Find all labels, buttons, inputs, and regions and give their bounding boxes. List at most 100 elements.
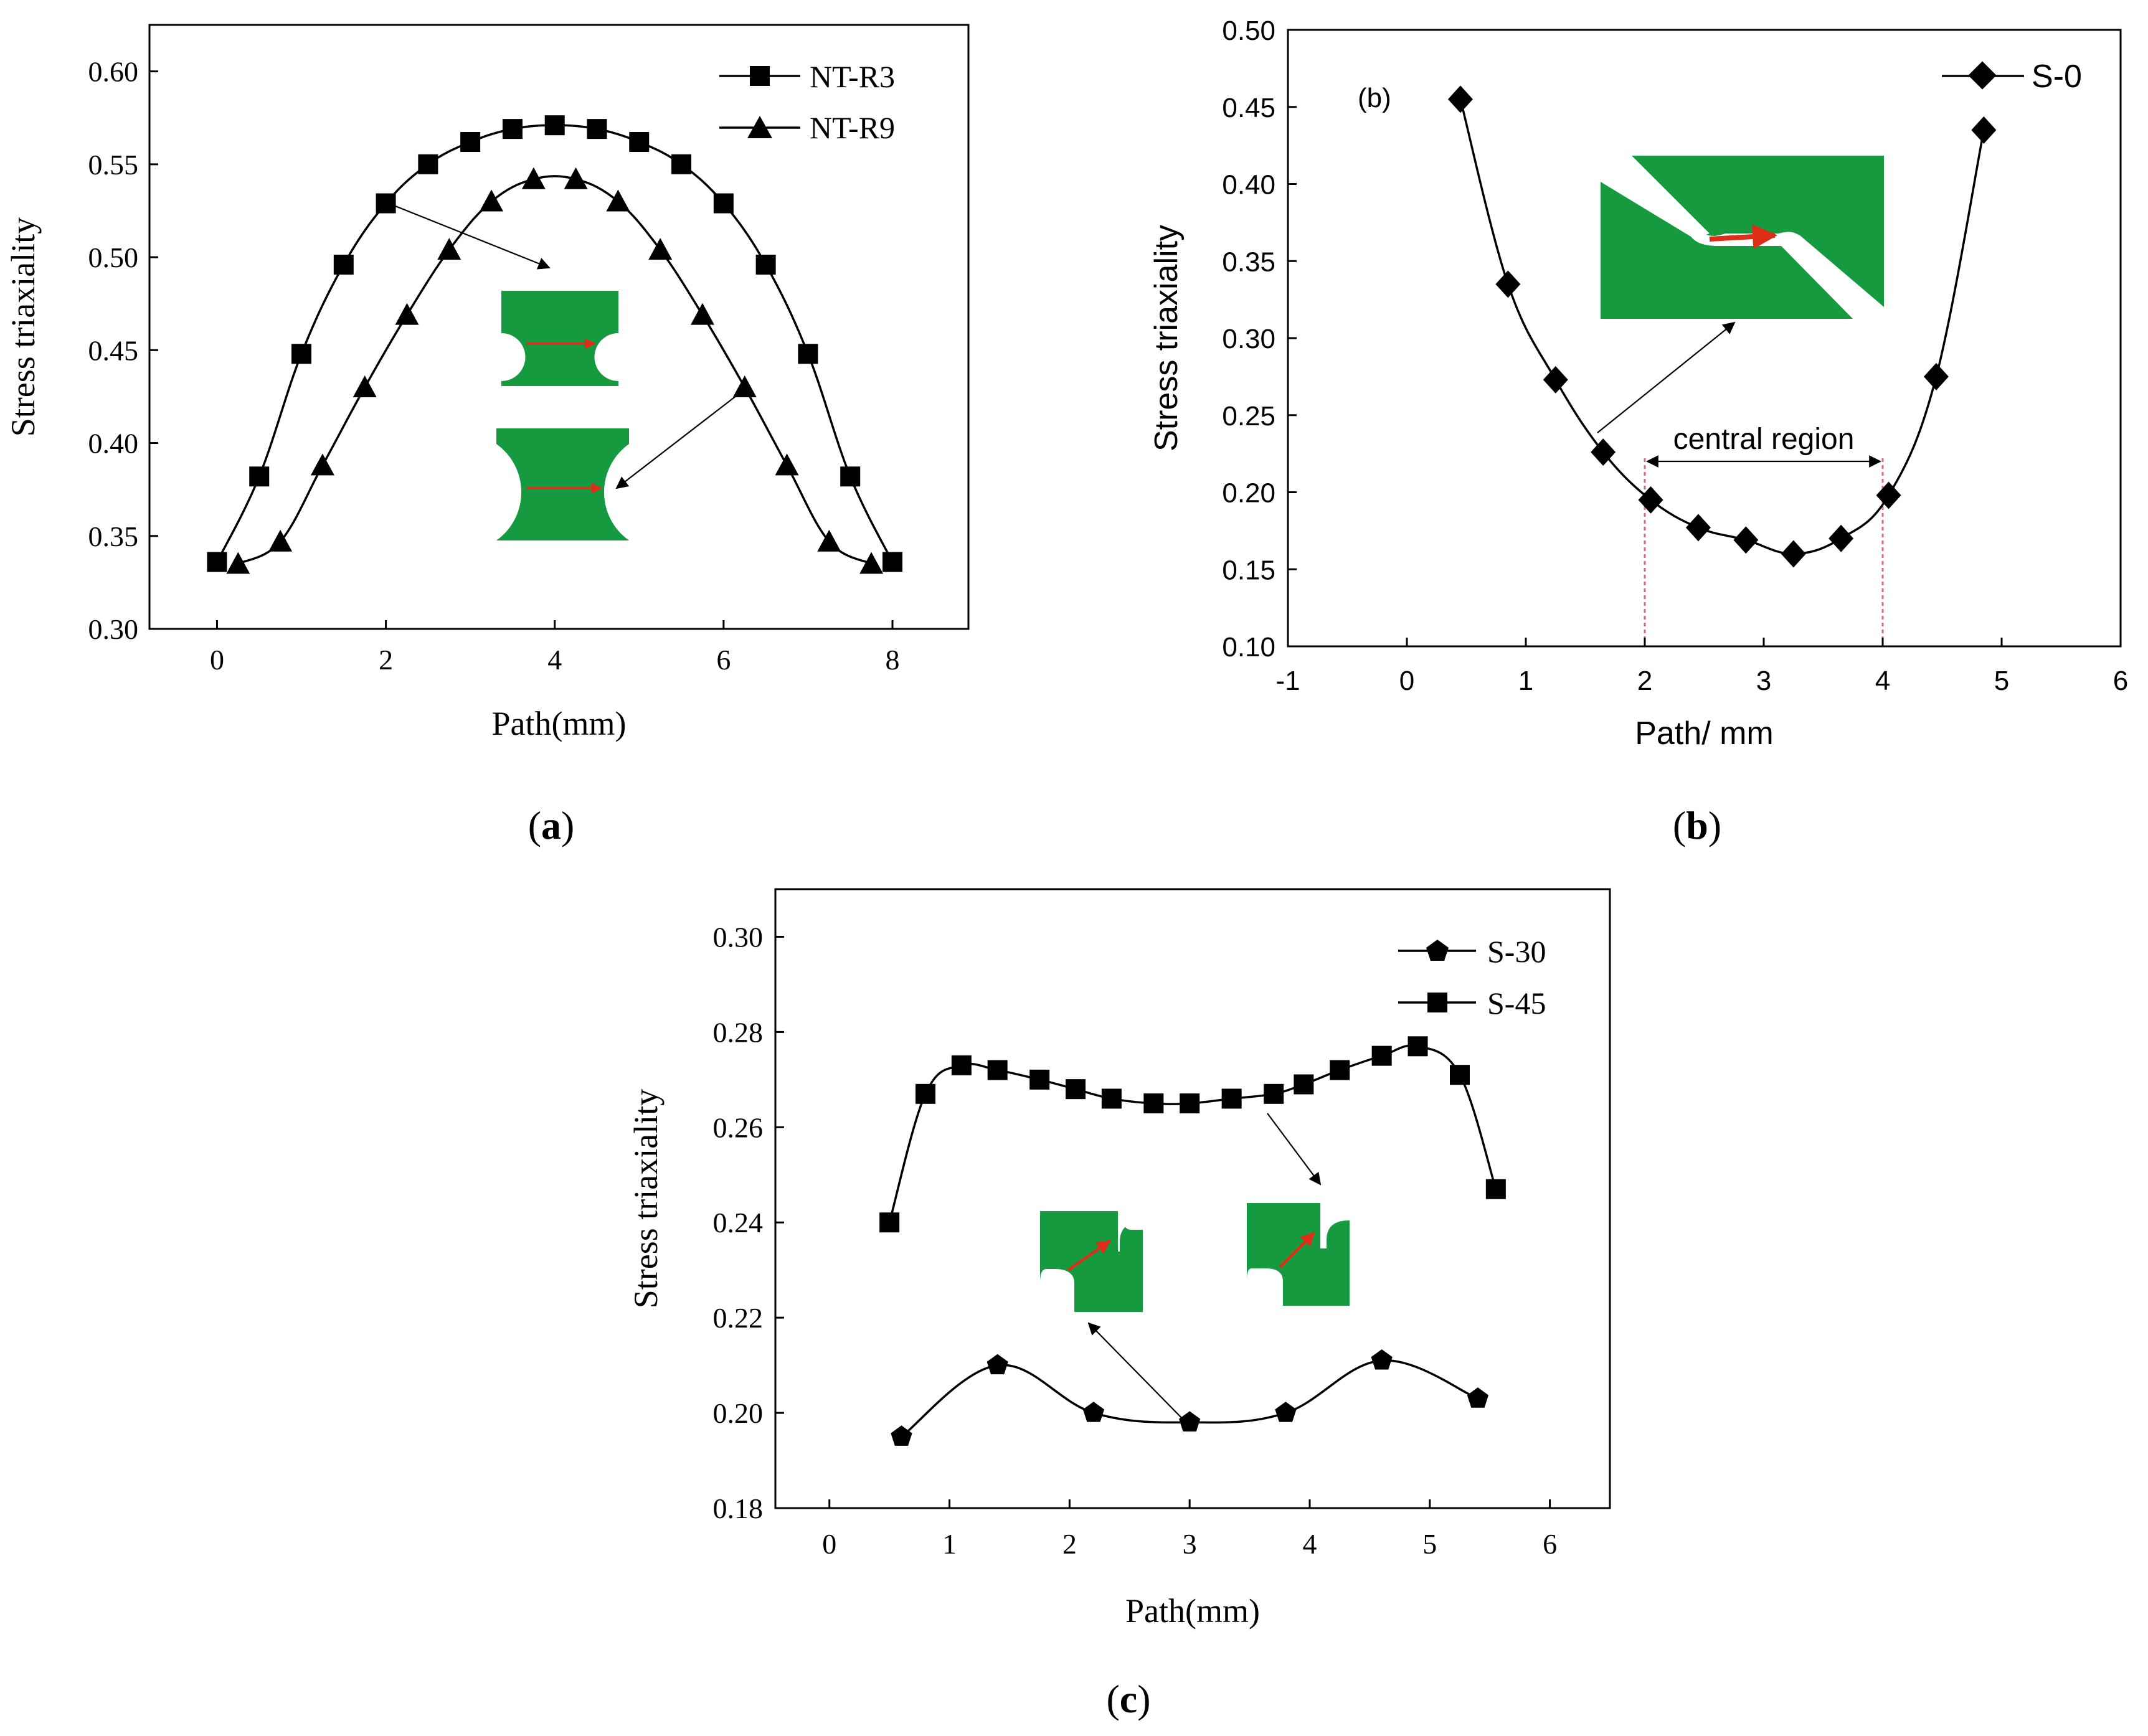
legend-a: NT-R3 NT-R9 [719,59,895,145]
point-s-30-3 [1179,1411,1201,1432]
y-tick-label-b-7: 0.45 [1222,93,1275,123]
point-nt-r3-8 [544,115,565,136]
point-s-0-11 [1971,116,1997,144]
point-s-45-14 [1408,1036,1428,1057]
arrow-nt-r9 [615,387,748,489]
point-s-0-8 [1829,524,1854,552]
legend-label-nt-r9: NT-R9 [810,110,895,145]
point-nt-r9-8 [564,167,588,189]
point-nt-r3-13 [755,255,776,275]
x-tick-label-a-0: 0 [210,644,224,676]
y-tick-label-a-2: 0.40 [88,428,139,460]
point-s-30-4 [1275,1402,1297,1422]
point-s-0-1 [1495,270,1521,298]
x-tick-label-c-2: 2 [1062,1528,1077,1560]
point-nt-r9-11 [690,303,714,325]
point-s-45-6 [1101,1088,1122,1109]
x-tick-label-c-1: 1 [942,1528,957,1560]
specimen-inset-nt-r9 [496,428,629,540]
point-nt-r9-7 [521,167,546,189]
legend-marker-s-45 [1427,993,1447,1012]
panel-caption-c: (c) [1106,1677,1150,1721]
point-nt-r3-11 [671,154,692,174]
arrow-nt-r3 [386,201,551,270]
point-s-45-8 [1180,1093,1200,1114]
specimen-inset-nt-r3 [501,291,618,386]
specimen-inset-s-0 [1601,156,1884,319]
point-s-0-6 [1733,526,1759,554]
point-nt-r3-15 [840,466,861,487]
point-s-30-6 [1467,1387,1489,1408]
legend-c: S-30 S-45 [1398,934,1546,1021]
point-s-0-9 [1876,481,1901,509]
y-tick-label-a-5: 0.55 [88,149,139,181]
point-s-30-1 [986,1354,1008,1375]
panel-a: 0 2 4 6 8 0.30 0.35 0.40 0.45 0.50 0.55 0.60 Path(mm… [4,24,970,847]
point-nt-r3-3 [333,255,354,275]
panel-caption-a: (a) [528,803,575,847]
point-s-30-2 [1082,1402,1105,1422]
point-s-45-2 [951,1055,972,1075]
x-tick-label-b-7: 6 [2113,666,2128,696]
panel-b-inner-label: (b) [1358,83,1391,113]
arrow-s-30 [1087,1322,1187,1423]
point-s-0-5 [1685,514,1711,542]
x-axis-label-a: Path(mm) [492,705,627,742]
point-nt-r3-5 [418,154,438,174]
point-nt-r9-3 [352,375,377,397]
legend-label-s-45: S-45 [1487,986,1546,1021]
legend-marker-s-0 [1968,61,1997,90]
y-tick-label-a-0: 0.30 [88,613,139,645]
plot-frame-b [1287,29,2122,648]
point-s-30-5 [1371,1349,1393,1370]
point-nt-r9-15 [859,552,884,574]
legend-marker-s-30 [1426,940,1449,961]
x-tick-label-a-2: 4 [547,644,562,676]
point-nt-r3-1 [249,466,270,487]
series-line-nt-r9 [237,175,872,565]
point-nt-r3-12 [713,193,734,214]
y-axis-label-c: Stress triaxiality [627,1089,665,1308]
point-s-45-10 [1264,1083,1284,1104]
x-axis-label-c: Path(mm) [1125,1592,1260,1630]
y-tick-label-b-0: 0.10 [1222,632,1275,663]
point-s-0-4 [1638,486,1663,514]
x-tick-label-c-4: 4 [1302,1528,1317,1560]
point-s-30-0 [891,1425,912,1446]
panel-b: central region -1 0 1 2 3 4 5 6 0.10 0.15 0.20 0.25 0… [1148,16,2128,847]
specimen-inset-s-45 [1247,1203,1350,1306]
point-s-45-15 [1449,1065,1470,1085]
point-nt-r9-4 [395,303,419,325]
point-nt-r3-2 [291,344,312,364]
x-tick-label-b-5: 4 [1875,666,1890,696]
legend-b: S-0 [1942,59,2082,95]
x-tick-label-c-6: 6 [1543,1528,1557,1560]
y-tick-label-b-8: 0.50 [1222,16,1275,46]
point-s-45-5 [1066,1079,1086,1100]
y-tick-label-c-1: 0.20 [713,1397,764,1429]
y-axis-label-b: Stress triaxiality [1148,225,1185,451]
y-tick-label-c-3: 0.24 [713,1207,764,1238]
y-tick-label-a-4: 0.50 [88,242,139,273]
point-nt-r9-13 [775,453,799,476]
point-nt-r3-0 [207,552,227,572]
plot-frame-c [774,888,1611,1509]
point-nt-r3-14 [798,344,818,364]
series-line-s-45 [888,1044,1497,1223]
y-tick-label-b-6: 0.40 [1222,170,1275,200]
point-nt-r9-5 [437,238,461,260]
point-s-45-9 [1221,1088,1242,1109]
x-tick-label-a-4: 8 [885,644,899,676]
x-tick-label-c-0: 0 [822,1528,836,1560]
arrow-s-0 [1597,321,1736,433]
point-nt-r9-10 [648,238,673,260]
y-tick-label-c-6: 0.30 [713,921,764,953]
point-nt-r3-10 [629,132,650,153]
y-tick-label-b-3: 0.25 [1222,401,1275,432]
arrow-s-45 [1267,1113,1322,1186]
point-nt-r9-1 [268,529,293,552]
panel-c: 0 1 2 3 4 5 6 0.18 0.20 0.22 0.24 0.26 0.28 0.30 Path(… [627,888,1611,1721]
x-tick-label-a-1: 2 [379,644,393,676]
point-s-0-2 [1543,366,1568,394]
y-tick-label-b-4: 0.30 [1222,324,1275,354]
